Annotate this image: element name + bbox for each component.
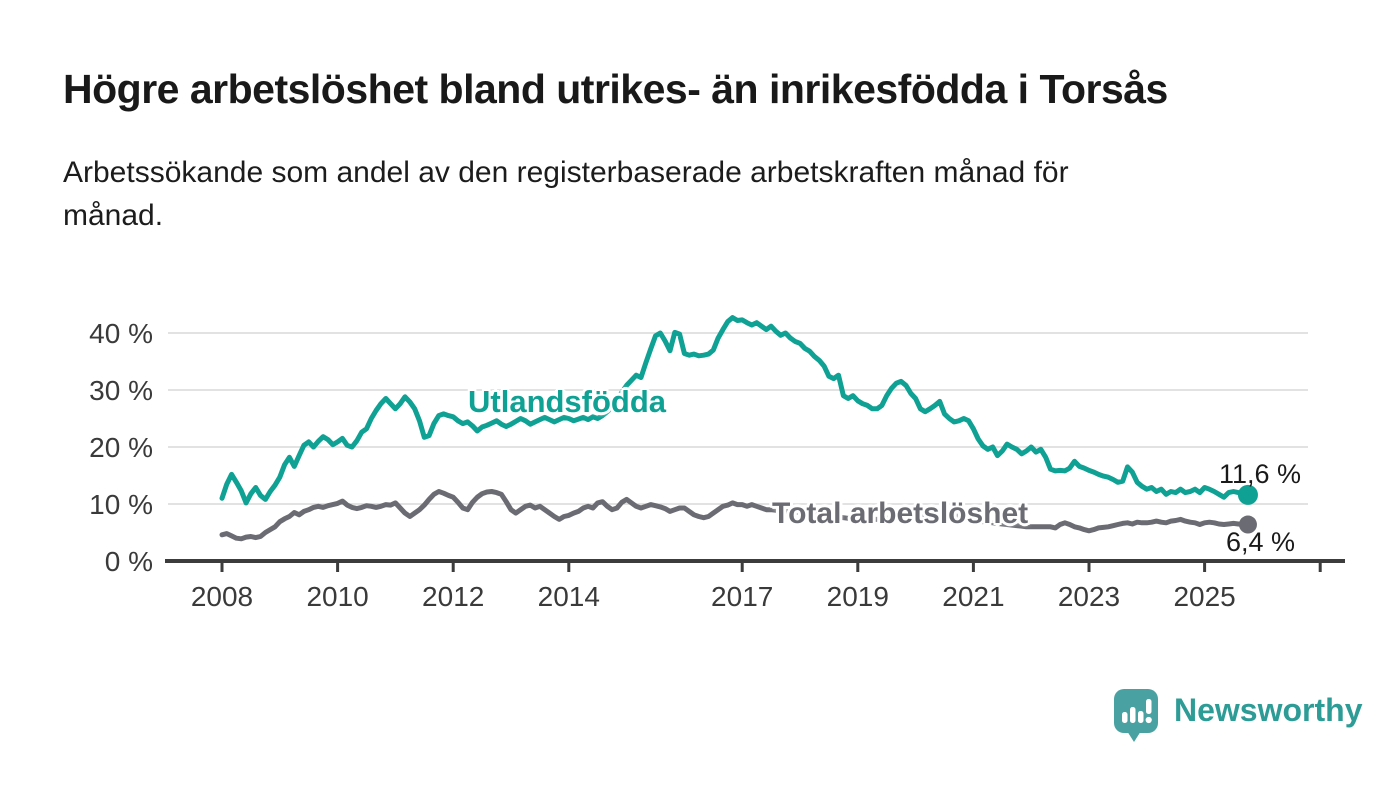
newsworthy-logo: Newsworthy: [1112, 687, 1362, 745]
y-tick-label: 40 %: [89, 318, 153, 349]
x-tick-label: 2021: [942, 581, 1004, 612]
x-tick-label: 2023: [1058, 581, 1120, 612]
end-value-label-total: 6,4 %: [1226, 527, 1296, 557]
end-value-label-utlandsfodda: 11,6 %: [1219, 459, 1302, 489]
x-tick-label: 2012: [422, 581, 484, 612]
logo-bar-chart-icon: [1122, 699, 1152, 724]
series-label-total-arbetsloshet: Total arbetslöshet: [772, 497, 1029, 530]
series-end-dot: [1237, 484, 1258, 505]
logo-bubble-tail: [1127, 731, 1141, 742]
y-tick-label: 10 %: [89, 489, 153, 520]
subtitle-line-2: månad.: [63, 198, 164, 232]
series-label-utlandsfodda: Utlandsfödda: [468, 384, 667, 419]
x-tick-label: 2014: [538, 581, 600, 612]
x-tick-label: 2017: [711, 581, 773, 612]
brand-name: Newsworthy: [1174, 692, 1363, 728]
x-tick-label: 2008: [191, 581, 253, 612]
newsworthy-logo-icon: [1114, 689, 1158, 742]
series-end-dot: [1238, 515, 1257, 534]
y-tick-label: 30 %: [89, 375, 153, 406]
series-line-total-arbetsl-shet: [219, 489, 1251, 542]
y-tick-label: 20 %: [89, 432, 153, 463]
page-title: Högre arbetslöshet bland utrikes- än inr…: [63, 66, 1168, 112]
x-tick-label: 2019: [827, 581, 889, 612]
y-tick-label: 0 %: [105, 546, 153, 577]
chart-subtitle: Arbetssökande som andel av den registerb…: [63, 152, 1283, 237]
x-tick-label: 2010: [306, 581, 368, 612]
subtitle-line-1: Arbetssökande som andel av den registerb…: [63, 156, 1069, 189]
x-tick-label: 2025: [1173, 581, 1235, 612]
series-line-utlandsf-dda: [219, 315, 1251, 506]
